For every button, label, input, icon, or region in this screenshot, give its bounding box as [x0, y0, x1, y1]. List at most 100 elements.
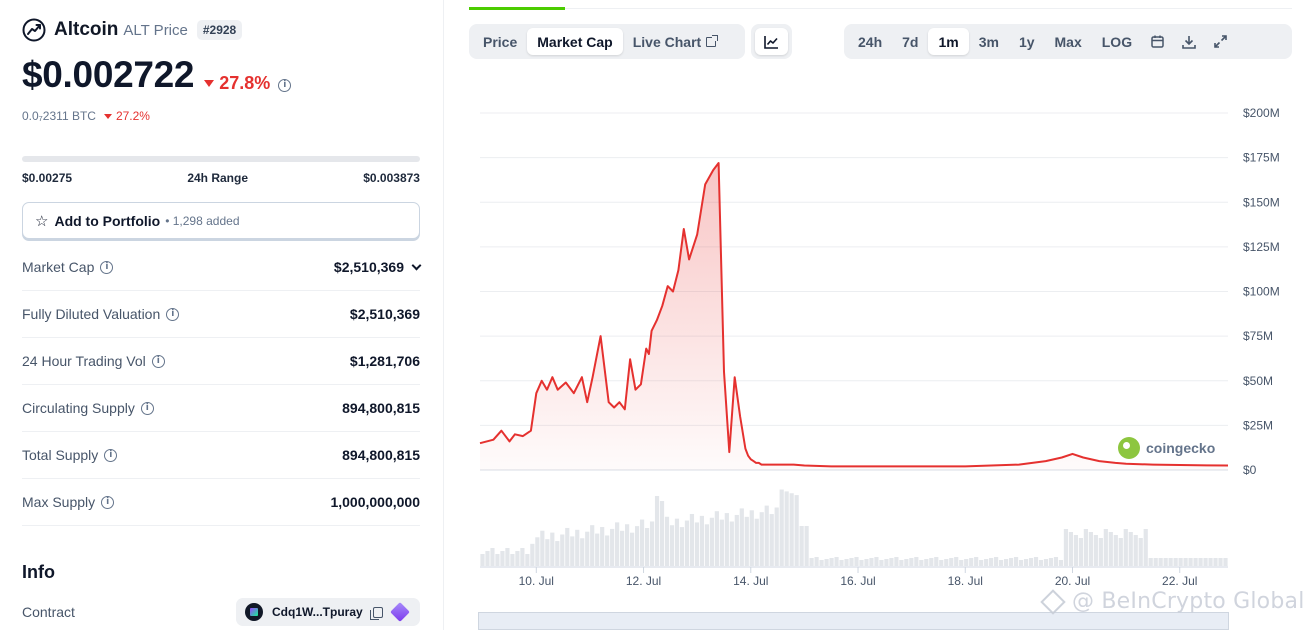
info-icon[interactable]: i — [100, 260, 114, 274]
range-7d-button[interactable]: 7d — [902, 33, 919, 50]
add-to-portfolio-button[interactable]: ☆ Add to Portfolio • 1,298 added — [22, 202, 420, 239]
caret-down-icon — [204, 80, 215, 87]
rank-badge: #2928 — [196, 20, 243, 40]
info-icon[interactable]: i — [151, 354, 165, 368]
info-icon[interactable]: i — [140, 401, 154, 415]
volume-bar — [979, 560, 984, 566]
volume-bar — [1033, 557, 1039, 566]
stat-value[interactable]: $2,510,369 — [334, 259, 422, 275]
volume-bar — [714, 511, 719, 566]
fullscreen-button[interactable] — [1205, 28, 1236, 55]
volume-bar — [590, 525, 595, 566]
volume-bar — [1038, 560, 1044, 566]
volume-bar — [944, 559, 949, 566]
copy-icon[interactable] — [369, 606, 383, 620]
volume-bar — [620, 530, 625, 566]
wallet-icon[interactable] — [389, 602, 410, 622]
info-icon[interactable]: i — [278, 78, 292, 92]
chart-navigator[interactable] — [478, 612, 1229, 630]
coingecko-logo-icon — [1118, 437, 1140, 459]
calendar-button[interactable] — [1142, 28, 1173, 55]
volume-bar — [854, 557, 859, 566]
volume-bar — [869, 558, 874, 566]
volume-bar — [615, 522, 620, 566]
volume-bar — [505, 548, 510, 566]
tab-live-chart[interactable]: Live Chart — [623, 28, 726, 55]
range-24h-button[interactable]: 24h — [858, 33, 883, 50]
volume-bar — [684, 520, 690, 566]
volume-bar — [605, 535, 610, 566]
calendar-icon — [1151, 35, 1164, 48]
range-3m-button[interactable]: 3m — [978, 33, 999, 50]
y-tick-label: $150M — [1243, 195, 1280, 209]
contract-address-pill[interactable]: Cdq1W...Tpuray — [236, 598, 420, 626]
volume-bar — [639, 519, 645, 566]
volume-bar — [1158, 558, 1163, 566]
volume-bar — [784, 491, 789, 566]
volume-bar — [789, 493, 794, 566]
volume-bar — [630, 532, 635, 566]
volume-bar — [485, 551, 490, 566]
log-scale-button[interactable]: LOG — [1101, 33, 1133, 50]
volume-bar — [814, 557, 819, 566]
download-button[interactable] — [1173, 28, 1205, 55]
volume-bar — [490, 548, 495, 566]
x-tick-label: 22. Jul — [1162, 574, 1197, 588]
range-low: $0.00275 — [22, 171, 73, 185]
volume-bar — [625, 524, 630, 566]
chevron-down-icon[interactable] — [411, 260, 422, 270]
volume-bar — [889, 558, 894, 566]
info-icon[interactable]: i — [166, 307, 180, 321]
volume-bar — [1073, 535, 1078, 566]
volume-bar — [699, 515, 704, 566]
volume-bar — [555, 541, 560, 566]
volume-bar — [1068, 532, 1074, 566]
volume-bar — [974, 557, 979, 566]
volume-bar — [1098, 538, 1103, 566]
info-icon[interactable]: i — [101, 495, 115, 509]
volume-bar — [779, 489, 784, 566]
info-heading: Info — [22, 562, 55, 582]
volume-bar — [674, 518, 680, 566]
tab-price[interactable]: Price — [483, 33, 518, 50]
stat-value: $2,510,369 — [349, 306, 420, 322]
volume-bar — [744, 516, 749, 566]
caret-down-icon — [103, 113, 112, 119]
tab-market-cap[interactable]: Market Cap — [527, 28, 623, 55]
stat-value: 1,000,000,000 — [330, 494, 420, 510]
coin-name: Altcoin — [54, 19, 119, 40]
stat-value: 894,800,815 — [342, 400, 420, 416]
volume-bar — [550, 532, 555, 566]
range-max-button[interactable]: Max — [1054, 33, 1082, 50]
stat-row-market-cap: Market Cap i $2,510,369 — [22, 244, 422, 291]
volume-bar — [1148, 558, 1153, 566]
volume-bar — [495, 554, 500, 566]
stat-label: 24 Hour Trading Vol — [22, 353, 146, 369]
coin-header: Altcoin ALT Price #2928 — [22, 18, 243, 42]
market-cap-area — [480, 163, 1228, 470]
info-icon[interactable]: i — [104, 448, 118, 462]
price-change-value: 27.8% — [219, 73, 271, 93]
range-1y-button[interactable]: 1y — [1018, 33, 1035, 50]
range-labels: $0.00275 24h Range $0.003873 — [22, 171, 420, 185]
volume-bar — [1023, 559, 1029, 566]
volume-bar — [530, 543, 535, 566]
line-chart-button[interactable] — [755, 28, 788, 55]
volume-bar — [994, 557, 999, 566]
volume-bar — [480, 554, 485, 566]
volume-bar — [545, 539, 550, 566]
x-tick-label: 14. Jul — [733, 574, 768, 588]
volume-bar — [1063, 529, 1069, 566]
volume-bar — [1053, 557, 1059, 566]
x-tick-label: 18. Jul — [948, 574, 983, 588]
volume-bar — [1088, 532, 1093, 566]
watermark-text: @ BeInCrypto Global — [1072, 589, 1305, 614]
btc-change: 27.2% — [103, 109, 150, 123]
chart-type-tabs: Price Market Cap Live Chart — [469, 24, 745, 59]
volume-bar — [954, 557, 959, 566]
volume-bar — [1133, 535, 1138, 566]
volume-bar — [664, 516, 670, 566]
download-icon — [1182, 35, 1196, 49]
volume-bar — [884, 559, 889, 566]
range-1m-button[interactable]: 1m — [928, 28, 969, 55]
